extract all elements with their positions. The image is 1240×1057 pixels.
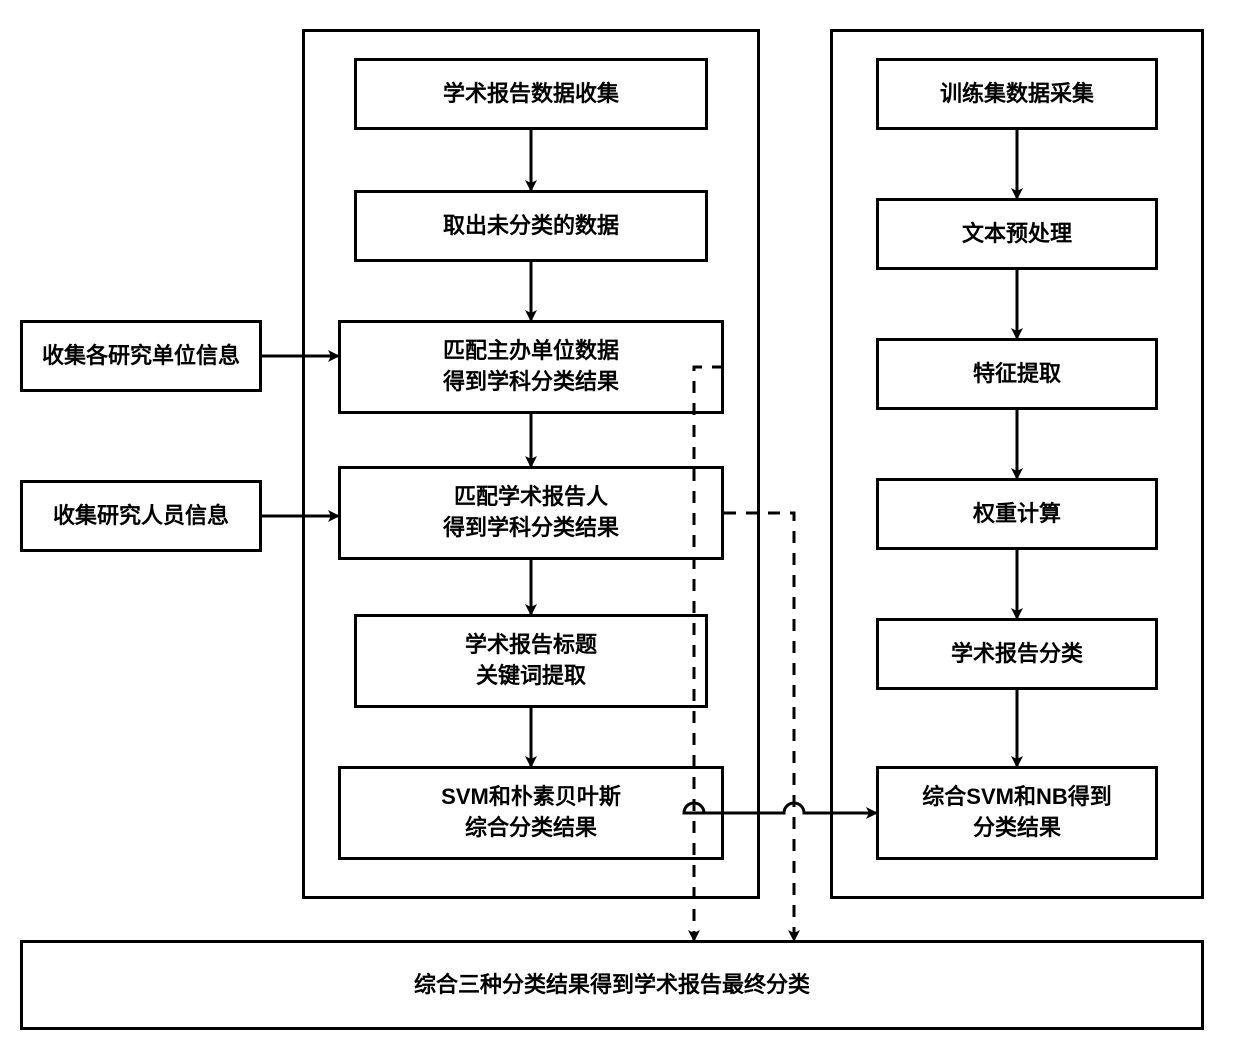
node-r6: 综合SVM和NB得到分类结果 xyxy=(876,766,1158,860)
node-m6: SVM和朴素贝叶斯综合分类结果 xyxy=(338,766,724,860)
node-r1: 训练集数据采集 xyxy=(876,58,1158,130)
node-r5: 学术报告分类 xyxy=(876,618,1158,690)
node-r2: 文本预处理 xyxy=(876,198,1158,270)
node-m5: 学术报告标题关键词提取 xyxy=(354,614,708,708)
node-m1: 学术报告数据收集 xyxy=(354,58,708,130)
node-m4: 匹配学术报告人得到学科分类结果 xyxy=(338,466,724,560)
node-m3: 匹配主办单位数据得到学科分类结果 xyxy=(338,320,724,414)
node-bottom: 综合三种分类结果得到学术报告最终分类 xyxy=(20,940,1204,1030)
node-left2: 收集研究人员信息 xyxy=(20,480,262,552)
node-r3: 特征提取 xyxy=(876,338,1158,410)
node-m2: 取出未分类的数据 xyxy=(354,190,708,262)
node-r4: 权重计算 xyxy=(876,478,1158,550)
node-left1: 收集各研究单位信息 xyxy=(20,320,262,392)
